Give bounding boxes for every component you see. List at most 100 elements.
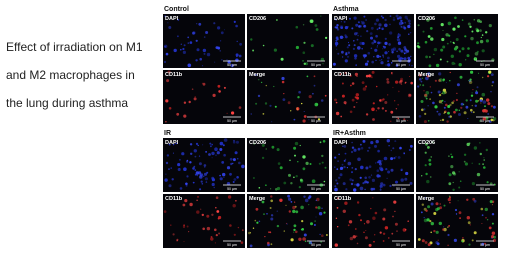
cell-dot: [452, 27, 456, 31]
cell-dot: [380, 59, 383, 61]
cell-dot: [429, 27, 433, 30]
cell-dot: [410, 144, 413, 148]
cell-dot: [374, 211, 378, 215]
cell-dot: [232, 158, 236, 162]
cell-dot: [488, 226, 492, 230]
cell-dot: [474, 104, 477, 108]
cell-dot: [363, 54, 366, 58]
cell-dot: [479, 29, 482, 32]
cell-dot: [400, 19, 403, 23]
channel-label: DAPI: [165, 16, 179, 22]
panel-title: IR+Asthm: [333, 130, 366, 137]
cell-dot: [371, 107, 375, 112]
cell-dot: [432, 101, 435, 105]
cell-dot: [353, 148, 357, 152]
cell-dot: [165, 99, 169, 103]
cell-dot: [408, 22, 411, 25]
cell-dot: [266, 213, 268, 215]
cell-dot: [433, 47, 438, 52]
cell-dot: [302, 167, 306, 171]
cell-dot: [493, 235, 496, 239]
cell-dot: [349, 178, 352, 181]
cell-dot: [206, 171, 209, 174]
cell-dot: [449, 202, 451, 204]
cell-dot: [196, 48, 200, 52]
cell-dot: [425, 97, 428, 100]
cell-dot: [262, 113, 265, 115]
channel-label: CD206: [249, 16, 266, 22]
cell-dot: [335, 19, 337, 21]
cell-dot: [297, 109, 299, 111]
cell-dot: [425, 91, 430, 95]
cell-dot: [384, 226, 389, 230]
cell-dot: [345, 53, 348, 56]
cell-dot: [234, 151, 238, 155]
cell-dot: [349, 74, 352, 77]
cell-dot: [180, 48, 182, 51]
cell-dot: [442, 228, 445, 231]
cell-dot: [441, 37, 445, 42]
cell-dot: [305, 62, 309, 66]
cell-dot: [168, 143, 171, 146]
cell-dot: [236, 157, 239, 160]
cell-dot: [223, 138, 228, 142]
cell-dot: [321, 234, 324, 237]
cell-dot: [456, 92, 458, 94]
cell-dot: [430, 156, 432, 158]
cell-dot: [404, 48, 407, 52]
cell-dot: [238, 161, 241, 165]
cell-dot: [349, 236, 354, 241]
cell-dot: [452, 171, 456, 175]
cell-dot: [195, 59, 198, 62]
cell-dot: [418, 115, 422, 118]
cell-dot: [356, 242, 359, 245]
cell-dot: [379, 184, 383, 188]
cell-dot: [392, 147, 395, 150]
micrograph: [416, 14, 498, 68]
cell-dot: [355, 23, 359, 27]
cell-dot: [402, 228, 407, 232]
cell-dot: [390, 157, 394, 161]
cell-dot: [294, 141, 299, 146]
cell-dot: [372, 102, 375, 105]
cell-dot: [235, 53, 239, 57]
cell-dot: [407, 56, 411, 60]
cell-dot: [379, 55, 382, 58]
cell-dot: [443, 106, 446, 109]
cell-dot: [232, 162, 234, 164]
cell-dot: [336, 24, 339, 27]
cell-dot: [264, 236, 266, 238]
cell-dot: [183, 167, 187, 171]
cell-dot: [218, 232, 221, 235]
cell-dot: [173, 48, 177, 53]
cell-dot: [382, 232, 386, 235]
cell-dot: [461, 47, 465, 51]
cell-dot: [210, 237, 214, 241]
cell-dot: [320, 15, 322, 17]
cell-dot: [205, 31, 209, 34]
cell-dot: [372, 118, 375, 121]
cell-dot: [196, 210, 200, 214]
cell-dot: [218, 90, 221, 93]
cell-dot: [250, 38, 253, 41]
cell-dot: [384, 23, 388, 28]
cell-dot: [370, 36, 373, 40]
cell-dot: [446, 42, 449, 45]
cell-dot: [399, 79, 403, 83]
cell-dot: [187, 36, 190, 39]
cell-dot: [353, 54, 358, 58]
cell-dot: [480, 207, 484, 211]
cell-dot: [299, 178, 303, 182]
cell-dot: [168, 107, 172, 110]
cell-dot: [344, 71, 348, 75]
cell-dot: [351, 141, 353, 144]
cell-dot: [199, 175, 203, 179]
cell-dot: [276, 224, 280, 228]
cell-dot: [306, 75, 309, 78]
cell-dot: [181, 152, 185, 156]
cell-dot: [403, 57, 407, 61]
cell-dot: [436, 110, 439, 113]
cell-dot: [398, 16, 402, 20]
cell-dot: [283, 230, 285, 232]
cell-dot: [194, 96, 196, 98]
